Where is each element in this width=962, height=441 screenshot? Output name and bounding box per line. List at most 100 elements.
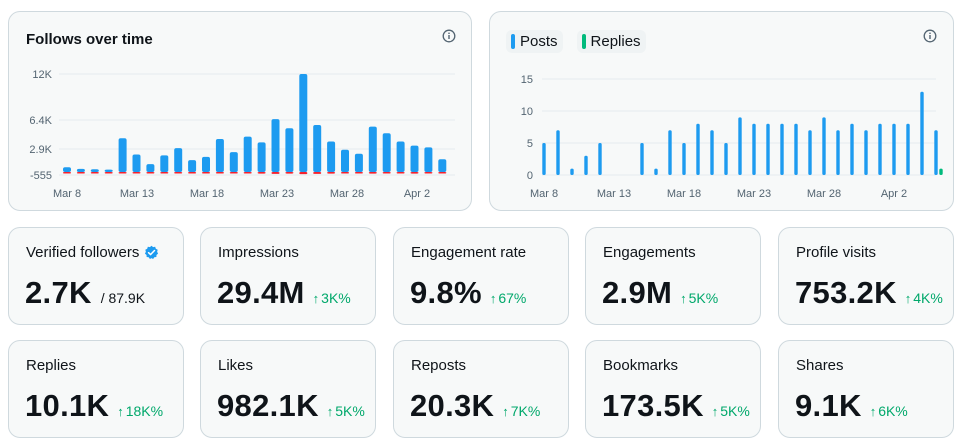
arrow-up-icon: ↑	[711, 404, 719, 419]
follows-bar	[438, 159, 447, 172]
x-tick-label: Mar 13	[120, 188, 154, 200]
posts-bar	[864, 130, 868, 175]
stat-line: 20.3K ↑ 7K%	[410, 388, 540, 424]
posts-bar	[640, 143, 644, 175]
stat-card-engagements[interactable]: Engagements 2.9M ↑ 5K%	[585, 227, 761, 325]
posts-bar	[766, 123, 770, 175]
chart-legend: Posts Replies	[506, 30, 646, 53]
stat-value: 982.1K	[217, 388, 319, 423]
stat-line: 982.1K ↑ 5K%	[217, 388, 365, 424]
legend-replies[interactable]: Replies	[576, 30, 646, 53]
stat-value: 2.7K	[25, 275, 92, 310]
stat-card-reposts[interactable]: Reposts 20.3K ↑ 7K%	[393, 340, 569, 438]
posts-chart-card: Posts Replies 15 10 5 0 Mar 8 Mar 13 Mar 18 Mar…	[489, 11, 954, 211]
posts-replies-chart: 15 10 5 0 Mar 8 Mar 13 Mar 18 Mar 23 Mar 28 Apr 2	[521, 74, 943, 200]
info-icon[interactable]	[442, 29, 456, 43]
legend-posts-label: Posts	[520, 33, 558, 50]
stat-card-shares[interactable]: Shares 9.1K ↑ 6K%	[778, 340, 954, 438]
posts-bar	[570, 168, 574, 175]
legend-posts[interactable]: Posts	[506, 30, 563, 53]
follows-bar	[174, 148, 183, 172]
unfollows-bar	[90, 172, 99, 174]
unfollows-bar	[396, 172, 405, 174]
stat-line: 753.2K ↑ 4K%	[795, 275, 943, 311]
stat-card-verified-followers[interactable]: Verified followers 2.7K / 87.9K	[8, 227, 184, 325]
y-tick-label: 5	[527, 138, 533, 150]
arrow-up-icon: ↑	[904, 291, 912, 306]
y-tick-label: 6.4K	[29, 115, 52, 127]
unfollows-bar	[215, 172, 224, 174]
arrow-up-icon: ↑	[312, 291, 320, 306]
posts-bar	[584, 155, 588, 175]
follows-bar	[104, 169, 113, 172]
follows-bar	[257, 142, 266, 172]
posts-bar	[920, 91, 924, 175]
legend-replies-label: Replies	[590, 33, 641, 50]
stat-line: 29.4M ↑ 3K%	[217, 275, 351, 311]
stat-change: ↑ 5K%	[680, 290, 718, 306]
posts-bar	[822, 117, 826, 175]
posts-bar	[808, 130, 812, 175]
stat-card-likes[interactable]: Likes 982.1K ↑ 5K%	[200, 340, 376, 438]
y-tick-label: 12K	[32, 69, 52, 81]
follows-bar	[215, 139, 224, 172]
stat-change-value: 5K%	[335, 403, 365, 419]
posts-bar	[738, 117, 742, 175]
arrow-up-icon: ↑	[117, 404, 124, 419]
stat-line: 10.1K ↑ 18K%	[25, 388, 163, 424]
follows-bar	[313, 124, 322, 172]
stat-card-replies[interactable]: Replies 10.1K ↑ 18K%	[8, 340, 184, 438]
stat-card-impressions[interactable]: Impressions 29.4M ↑ 3K%	[200, 227, 376, 325]
unfollows-bar	[313, 172, 322, 174]
y-tick-label: 15	[521, 74, 533, 86]
x-tick-label: Mar 8	[530, 188, 558, 200]
unfollows-bar	[76, 172, 85, 174]
x-tick-label: Mar 18	[190, 188, 224, 200]
stat-line: 173.5K ↑ 5K%	[602, 388, 750, 424]
follows-chart-title: Follows over time	[26, 31, 153, 48]
unfollows-bar	[160, 172, 169, 174]
verified-badge-icon	[145, 245, 159, 259]
x-tick-label: Mar 23	[737, 188, 771, 200]
stat-label-wrap: Verified followers	[26, 244, 159, 261]
x-tick-label: Apr 2	[881, 188, 907, 200]
stat-label: Verified followers	[26, 244, 140, 261]
stat-change-value: 18K%	[125, 403, 164, 419]
stat-change: ↑ 7K%	[502, 403, 540, 419]
follows-bar	[271, 119, 280, 172]
stat-change: ↑ 67%	[490, 290, 527, 306]
x-tick-label: Mar 28	[807, 188, 841, 200]
replies-swatch	[581, 34, 586, 49]
stat-label: Replies	[26, 357, 77, 374]
unfollows-bar	[104, 172, 113, 174]
posts-bar	[710, 130, 714, 175]
follows-bar	[243, 136, 252, 172]
unfollows-bar	[438, 172, 447, 174]
follows-bar	[285, 128, 294, 172]
info-icon[interactable]	[923, 29, 937, 43]
arrow-up-icon: ↑	[326, 404, 334, 419]
follows-bar	[354, 153, 363, 172]
stat-change: ↑ 18K%	[117, 403, 163, 419]
stat-label: Shares	[796, 357, 844, 374]
stat-value: 29.4M	[217, 275, 305, 310]
stat-change: ↑ 5K%	[327, 403, 365, 419]
stat-change: ↑ 6K%	[870, 403, 908, 419]
posts-bar	[654, 168, 658, 175]
stat-label: Engagement rate	[411, 244, 527, 261]
stat-value: 9.8%	[410, 275, 482, 310]
posts-bar	[752, 123, 756, 175]
replies-bar	[939, 168, 943, 175]
follows-bar	[396, 141, 405, 172]
follows-bar	[229, 152, 238, 172]
stat-change: ↑ 4K%	[905, 290, 943, 306]
unfollows-bar	[63, 172, 71, 174]
x-tick-label: Mar 8	[53, 188, 81, 200]
follows-chart-card: Follows over time 12K 6.4K 2.9K -555 Mar 8 Ma…	[8, 11, 472, 211]
unfollows-bar	[424, 172, 433, 174]
stat-change-value: 7K%	[510, 403, 541, 419]
stat-card-bookmarks[interactable]: Bookmarks 173.5K ↑ 5K%	[585, 340, 761, 438]
stat-card-engagement-rate[interactable]: Engagement rate 9.8% ↑ 67%	[393, 227, 569, 325]
stat-card-profile-visits[interactable]: Profile visits 753.2K ↑ 4K%	[778, 227, 954, 325]
x-tick-label: Mar 13	[597, 188, 631, 200]
